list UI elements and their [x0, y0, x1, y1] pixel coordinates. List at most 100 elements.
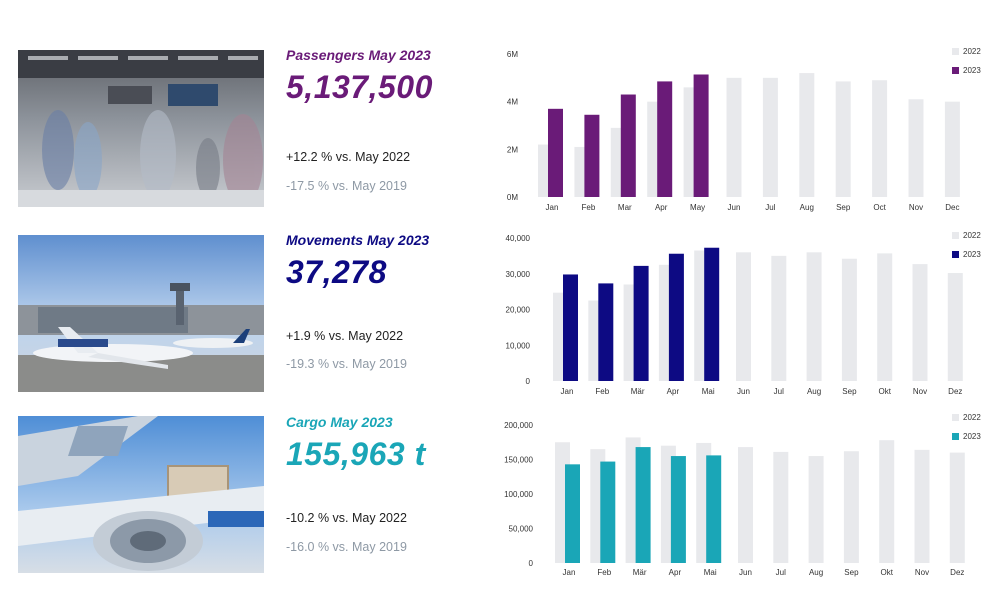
x-tick-label: Nov [913, 387, 927, 396]
x-tick-label: Okt [880, 568, 893, 577]
bar-2023 [704, 247, 720, 381]
passengers-value: 5,137,500 [286, 69, 433, 105]
legend-swatch-2022 [952, 48, 959, 55]
x-tick-label: Aug [807, 387, 821, 396]
bar-2022 [738, 447, 753, 563]
x-tick-label: Mai [702, 387, 715, 396]
x-tick-label: Nov [909, 203, 923, 212]
movements-vs-2019: -19.3 % vs. May 2019 [286, 357, 407, 371]
legend-label-2022: 2022 [963, 231, 981, 240]
bar-2023 [633, 265, 649, 381]
y-tick-label: 200,000 [504, 421, 533, 430]
x-tick-label: Mär [633, 568, 647, 577]
movements-stats: Movements May 2023 37,278 [286, 232, 486, 291]
legend-label-2023: 2023 [963, 432, 981, 441]
x-tick-label: Feb [595, 387, 609, 396]
cargo-value: 155,963 t [286, 436, 426, 472]
bar-2023 [598, 283, 614, 381]
bar-2023 [584, 114, 600, 197]
x-tick-label: Jan [546, 203, 559, 212]
y-tick-label: 0 [526, 377, 531, 386]
x-tick-label: Mar [618, 203, 632, 212]
x-tick-label: Aug [800, 203, 814, 212]
bar-2022 [949, 452, 965, 563]
x-tick-label: Dec [945, 203, 959, 212]
cargo-vs-prev-year: -10.2 % vs. May 2022 [286, 511, 407, 525]
movements-row: Movements May 2023 37,278 +1.9 % vs. May… [0, 229, 1000, 396]
bar-2022 [908, 99, 924, 197]
bar-2022 [726, 77, 742, 197]
cargo-aircraft-photo [18, 416, 264, 573]
bar-2022 [841, 258, 857, 381]
bar-2022 [912, 264, 928, 381]
legend-swatch-2022 [952, 414, 959, 421]
bar-2022 [773, 451, 789, 563]
legend-label-2022: 2022 [963, 413, 981, 422]
x-tick-label: Jun [728, 203, 741, 212]
y-tick-label: 0M [507, 193, 518, 202]
x-tick-label: Jan [561, 387, 574, 396]
bar-2022 [762, 77, 778, 197]
bar-2022 [914, 449, 930, 563]
bar-2022 [808, 456, 824, 563]
passengers-row: Passengers May 2023 5,137,500 +12.2 % vs… [0, 45, 1000, 212]
x-tick-label: Oct [873, 203, 886, 212]
legend-label-2022: 2022 [963, 47, 981, 56]
legend-swatch-2023 [952, 433, 959, 440]
y-tick-label: 50,000 [509, 525, 534, 534]
bar-2022 [736, 252, 751, 381]
x-tick-label: Dez [950, 568, 964, 577]
x-tick-label: Jan [563, 568, 576, 577]
movements-title: Movements May 2023 [286, 232, 430, 248]
movements-value: 37,278 [286, 254, 387, 290]
bar-2023 [657, 81, 673, 197]
x-tick-label: Apr [655, 203, 668, 212]
x-tick-label: Jun [737, 387, 750, 396]
bar-2023 [563, 274, 578, 381]
movements-bar-chart: 0 10,000 20,000 30,000 40,000 Jan Feb Mär Apr Mai… [506, 231, 982, 396]
x-tick-label: May [690, 203, 705, 212]
bar-2023 [693, 74, 709, 197]
x-tick-label: Jul [765, 203, 775, 212]
cargo-title: Cargo May 2023 [286, 414, 393, 430]
x-tick-label: Sep [842, 387, 857, 396]
bar-2022 [799, 73, 815, 197]
x-tick-label: Feb [582, 203, 596, 212]
y-tick-label: 20,000 [506, 306, 531, 315]
cargo-vs-2019: -16.0 % vs. May 2019 [286, 540, 407, 554]
bar-2022 [872, 80, 888, 197]
passengers-chart: 0M 2M 4M 6M Jan Feb Mar Apr May Jun Jul Aug Sep Oct No… [500, 45, 1000, 215]
y-tick-label: 100,000 [504, 490, 533, 499]
bar-2022 [877, 253, 893, 381]
passengers-title: Passengers May 2023 [286, 47, 431, 63]
x-tick-label: Mär [631, 387, 645, 396]
airport-apron-photo [18, 235, 264, 392]
cargo-row: Cargo May 2023 155,963 t -10.2 % vs. May… [0, 411, 1000, 577]
cargo-bar-chart: 0 50,000 100,000 150,000 200,000 Jan Feb Mär Apr… [504, 413, 981, 577]
x-tick-label: Feb [597, 568, 611, 577]
movements-vs-prev-year: +1.9 % vs. May 2022 [286, 329, 404, 343]
y-tick-label: 40,000 [506, 234, 531, 243]
y-tick-label: 6M [507, 50, 518, 59]
bar-2022 [843, 451, 859, 563]
x-tick-label: Apr [667, 387, 680, 396]
bar-2023 [668, 253, 684, 381]
x-tick-label: Sep [844, 568, 859, 577]
bar-2023 [706, 455, 722, 563]
bar-2023 [635, 447, 651, 563]
legend-label-2023: 2023 [963, 250, 981, 259]
movements-chart: 0 10,000 20,000 30,000 40,000 Jan Feb Mär Apr Mai… [500, 229, 1000, 399]
y-tick-label: 30,000 [506, 270, 531, 279]
x-tick-label: Dez [948, 387, 962, 396]
cargo-stats: Cargo May 2023 155,963 t [286, 414, 486, 473]
y-tick-label: 0 [529, 559, 534, 568]
bar-2023 [565, 464, 580, 563]
bar-2023 [548, 108, 563, 197]
x-tick-label: Jul [776, 568, 786, 577]
cargo-chart: 0 50,000 100,000 150,000 200,000 Jan Feb Mär Apr… [500, 411, 1000, 581]
x-tick-label: Jul [774, 387, 784, 396]
bar-2022 [835, 81, 851, 197]
passengers-bar-chart: 0M 2M 4M 6M Jan Feb Mar Apr May Jun Jul Aug Sep Oct No… [507, 47, 981, 212]
y-tick-label: 2M [507, 145, 518, 154]
y-tick-label: 10,000 [506, 341, 531, 350]
